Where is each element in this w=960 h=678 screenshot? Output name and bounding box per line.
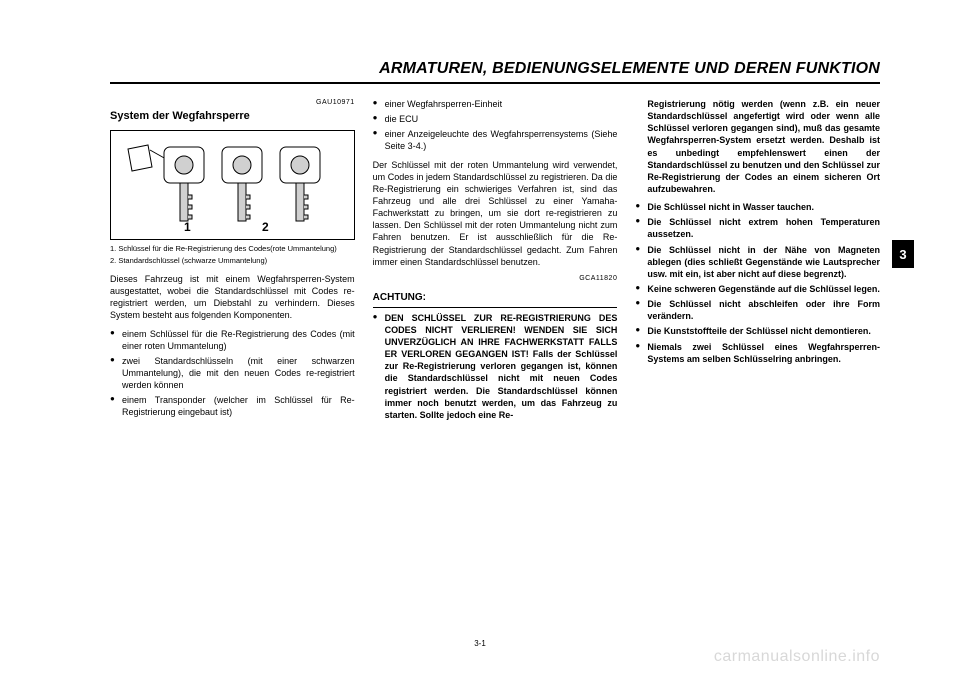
key-figure: 1 2 <box>110 130 355 240</box>
list-item: die ECU <box>373 113 618 125</box>
chapter-tab: 3 <box>892 240 914 268</box>
manual-page: ARMATUREN, BEDIENUNGSELEMENTE UND DEREN … <box>0 0 960 678</box>
caption-line-2: 2. Standardschlüssel (schwarze Ummantelu… <box>110 256 355 265</box>
warning-continued: Registrierung nötig werden (wenn z.B. ei… <box>635 98 880 195</box>
list-item: einer Wegfahrsperren-Einheit <box>373 98 618 110</box>
watermark: carmanualsonline.info <box>714 648 880 666</box>
warning-list: DEN SCHLÜSSEL ZUR RE-REGISTRIERUNG DES C… <box>373 312 618 421</box>
page-number: 3-1 <box>474 639 486 648</box>
list-item: Die Schlüssel nicht abschleifen oder ihr… <box>635 298 880 322</box>
list-item: Die Schlüssel nicht extrem hohen Tempera… <box>635 216 880 240</box>
column-1: GAU10971 System der Wegfahrsperre <box>110 98 355 427</box>
intro-paragraph: Dieses Fahrzeug ist mit einem Wegfahrspe… <box>110 273 355 322</box>
figure-label-1: 1 <box>184 220 191 233</box>
column-2: einer Wegfahrsperren-Einheit die ECU ein… <box>373 98 618 427</box>
list-item: Die Schlüssel nicht in der Nähe von Magn… <box>635 244 880 280</box>
figure-label-2: 2 <box>262 220 269 233</box>
list-item: einer Anzeigeleuchte des Wegfahrsperrens… <box>373 128 618 152</box>
figure-caption: 1. Schlüssel für die Re-Registrierung de… <box>110 244 355 265</box>
list-item: DEN SCHLÜSSEL ZUR RE-REGISTRIERUNG DES C… <box>373 312 618 421</box>
doc-code-2: GCA11820 <box>373 274 618 283</box>
keys-illustration: 1 2 <box>122 141 342 233</box>
list-item: Keine schweren Gegenstände auf die Schlü… <box>635 283 880 295</box>
column-3: Registrierung nötig werden (wenn z.B. ei… <box>635 98 880 427</box>
precautions-list: Die Schlüssel nicht in Wasser tauchen. D… <box>635 201 880 365</box>
component-list-continued: einer Wegfahrsperren-Einheit die ECU ein… <box>373 98 618 153</box>
list-item: einem Transponder (welcher im Schlüssel … <box>110 394 355 418</box>
list-item: zwei Standardschlüsseln (mit einer schwa… <box>110 355 355 391</box>
usage-paragraph: Der Schlüssel mit der roten Ummantelung … <box>373 159 618 268</box>
page-title: ARMATUREN, BEDIENUNGSELEMENTE UND DEREN … <box>110 60 880 78</box>
page-header: ARMATUREN, BEDIENUNGSELEMENTE UND DEREN … <box>110 60 880 84</box>
list-item: Niemals zwei Schlüssel eines Wegfahrsper… <box>635 341 880 365</box>
doc-code-1: GAU10971 <box>110 98 355 107</box>
achtung-heading: ACHTUNG: <box>373 289 618 308</box>
list-item: einem Schlüssel für die Re-Registrierung… <box>110 328 355 352</box>
list-item: Die Kunststoffteile der Schlüssel nicht … <box>635 325 880 337</box>
component-list: einem Schlüssel für die Re-Registrierung… <box>110 328 355 419</box>
list-item: Die Schlüssel nicht in Wasser tauchen. <box>635 201 880 213</box>
section-title: System der Wegfahrsperre <box>110 109 355 124</box>
caption-line-1: 1. Schlüssel für die Re-Registrierung de… <box>110 244 355 253</box>
content-columns: GAU10971 System der Wegfahrsperre <box>110 98 880 427</box>
